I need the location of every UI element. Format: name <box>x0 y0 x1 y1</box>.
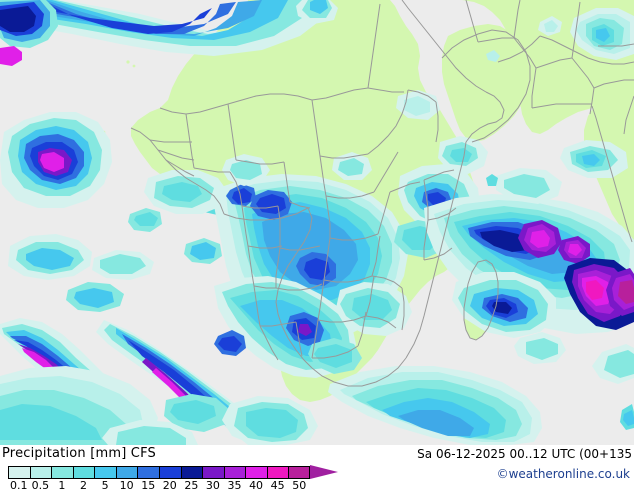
colorbar-cell-1 <box>51 466 73 479</box>
colorbar-cell-25 <box>181 466 203 479</box>
map-footer: Precipitation [mm] CFS Sa 06-12-2025 00.… <box>0 445 634 490</box>
valid-time-label: Sa 06-12-2025 00..12 UTC (00+135 <box>417 447 632 461</box>
precipitation-colorbar[interactable] <box>8 466 310 479</box>
colorbar-cell-20 <box>159 466 181 479</box>
colorbar-cell-40 <box>245 466 267 479</box>
precipitation-map[interactable] <box>0 0 634 445</box>
canary-island-2 <box>133 65 136 68</box>
copyright-label: ©weatheronline.co.uk <box>497 467 630 481</box>
map-canvas <box>0 0 634 445</box>
colorbar-cell-2 <box>73 466 95 479</box>
colorbar-overflow-arrow <box>310 465 338 479</box>
colorbar-cell-30 <box>202 466 224 479</box>
colorbar-cell-15 <box>137 466 159 479</box>
legend-title: Precipitation [mm] CFS <box>2 446 156 461</box>
colorbar-cell-10 <box>116 466 138 479</box>
colorbar-cell-0.5 <box>30 466 52 479</box>
canary-island-1 <box>126 60 129 63</box>
colorbar-cell-5 <box>94 466 116 479</box>
colorbar-tick-50: 50 <box>286 479 312 492</box>
colorbar-cell-0.1 <box>8 466 30 479</box>
colorbar-cell-50 <box>288 466 310 479</box>
colorbar-cell-35 <box>224 466 246 479</box>
colorbar-cell-45 <box>267 466 289 479</box>
